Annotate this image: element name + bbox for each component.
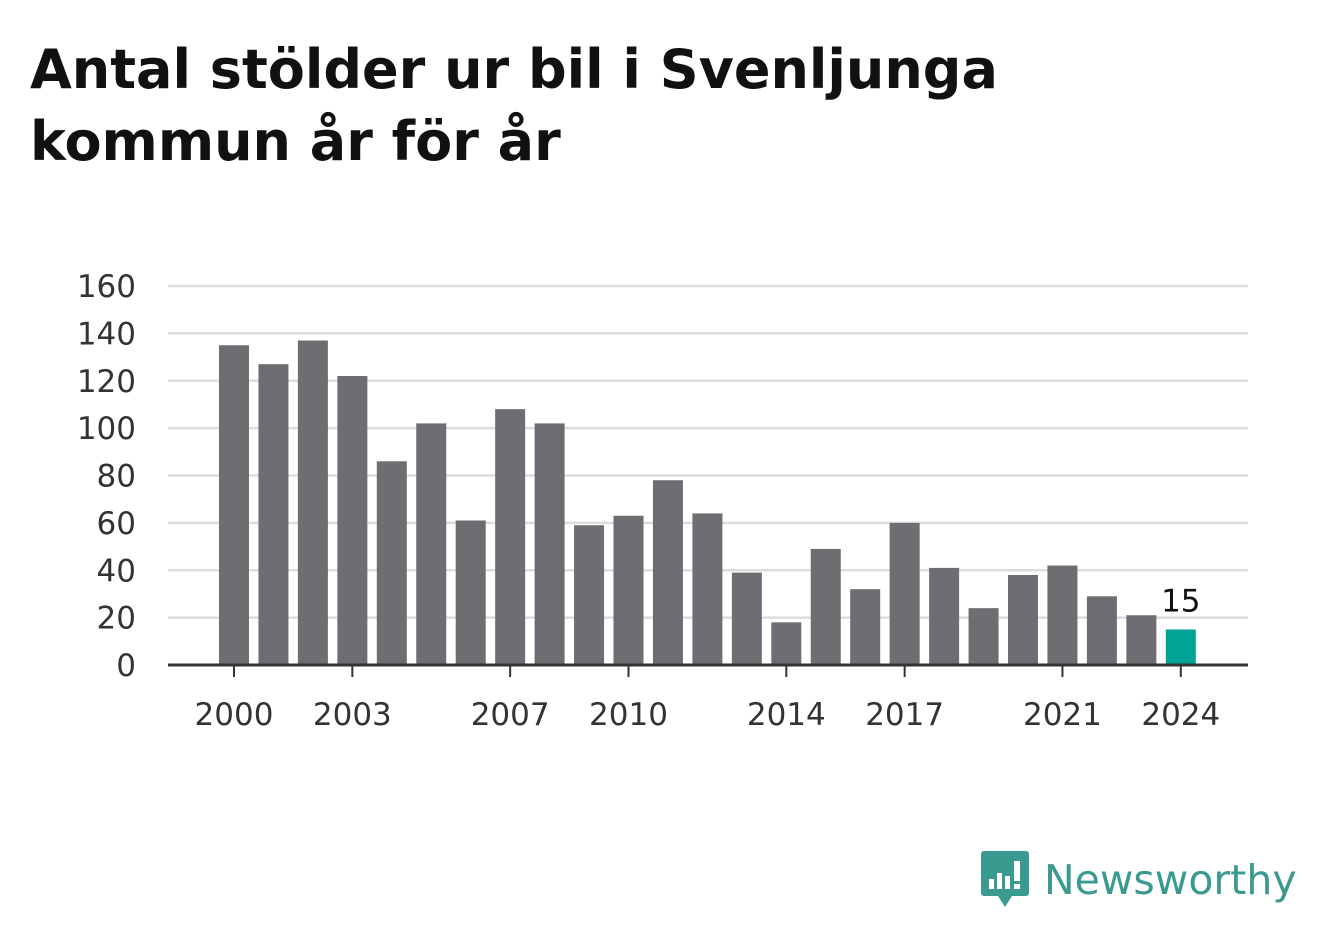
x-tick-label: 2014: [747, 697, 826, 733]
y-tick-label: 160: [77, 269, 136, 305]
bar-2005: [416, 423, 447, 665]
brand-name: Newsworthy: [1044, 856, 1297, 904]
bar-2010: [613, 515, 644, 665]
bar-2015: [810, 548, 841, 665]
data-label-2024: 15: [1161, 583, 1200, 619]
y-tick-label: 20: [97, 601, 136, 637]
bars: [219, 340, 1196, 666]
x-tick-label: 2024: [1141, 697, 1220, 733]
bar-2008: [534, 423, 565, 665]
bar-2011: [652, 480, 683, 665]
x-tick-label: 2007: [471, 697, 550, 733]
bar-2004: [376, 461, 407, 665]
bar-2007: [495, 409, 526, 665]
bar-2016: [850, 589, 881, 665]
bar-2021: [1047, 565, 1078, 665]
chart-title: Antal stölder ur bil i Svenljunga kommun…: [30, 38, 998, 173]
bar-2018: [929, 567, 960, 665]
bar-2001: [258, 364, 289, 665]
bar-2006: [455, 520, 486, 665]
bar-2017: [889, 522, 920, 666]
bar-2023: [1126, 615, 1157, 665]
y-tick-label: 40: [97, 553, 136, 589]
x-tick-label: 2010: [589, 697, 668, 733]
x-axis-ticks: 2000 2003 2007 2010 2014 2017 2021 2024: [195, 665, 1220, 733]
bar-2000: [219, 345, 249, 665]
x-tick-label: 2021: [1023, 697, 1102, 733]
y-tick-label: 80: [97, 459, 136, 495]
bar-2014: [771, 622, 802, 665]
y-tick-label: 60: [97, 506, 136, 542]
data-labels: 15: [1161, 583, 1200, 619]
x-tick-label: 2017: [865, 697, 944, 733]
bar-2012: [692, 513, 723, 665]
bar-2003: [337, 376, 368, 665]
brand-logo: Newsworthy: [980, 848, 1297, 912]
y-tick-label: 140: [77, 316, 136, 352]
x-tick-label: 2003: [313, 697, 392, 733]
y-tick-label: 100: [77, 411, 136, 447]
bar-2020: [1008, 574, 1038, 665]
y-tick-label: 0: [116, 648, 136, 684]
bar-2013: [731, 572, 762, 665]
bar-2019: [968, 608, 999, 665]
bar-2009: [574, 525, 605, 665]
x-tick-label: 2000: [195, 697, 274, 733]
bar-2022: [1086, 596, 1117, 665]
y-tick-label: 120: [77, 364, 136, 400]
bar-2024: [1165, 629, 1196, 665]
bar-2002: [297, 340, 328, 665]
y-axis-ticks: 0 20 40 60 80 100 120 140 160: [77, 269, 136, 684]
newsworthy-logo-icon: [981, 851, 1029, 907]
